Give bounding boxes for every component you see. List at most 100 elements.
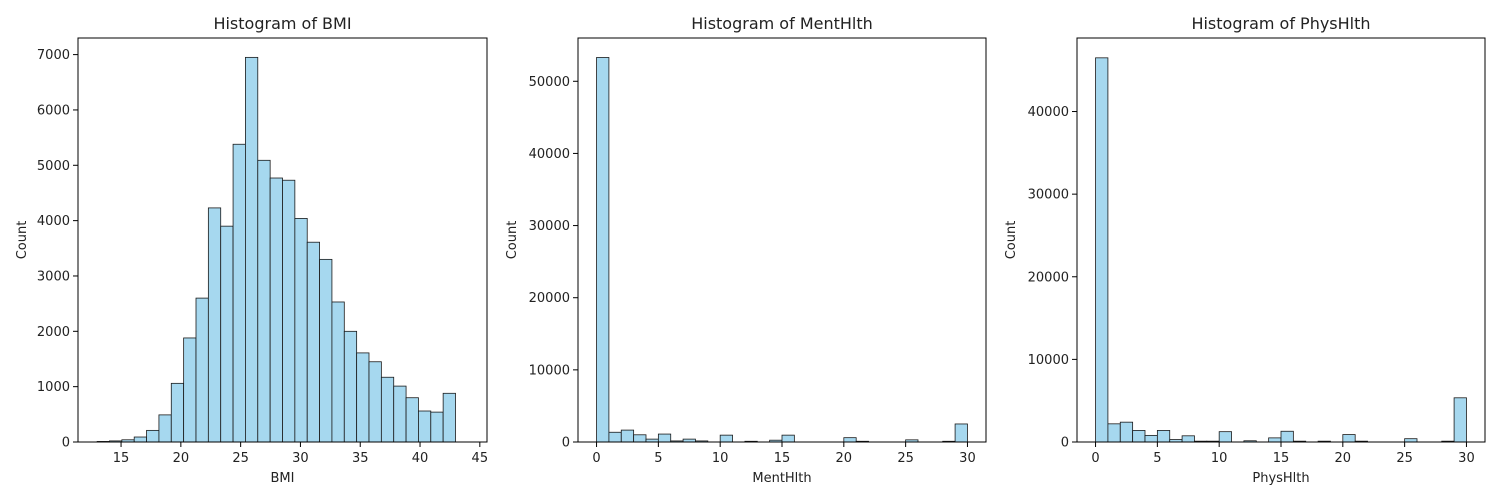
histogram-bar xyxy=(170,382,185,443)
y-tick-label: 0 xyxy=(1061,436,1069,451)
y-tick-label: 30000 xyxy=(1028,188,1069,203)
y-tick-label: 3000 xyxy=(37,269,70,284)
histogram-bar xyxy=(220,225,234,443)
y-tick-label: 0 xyxy=(62,436,70,451)
menthlth-histogram-panel: Histogram of MentHlth MentHlth Count 0 5 1… xyxy=(505,14,987,486)
x-tick-label: 10 xyxy=(712,451,729,466)
histogram-bar xyxy=(306,241,320,443)
x-tick-label: 30 xyxy=(1458,451,1475,466)
histogram-bar xyxy=(133,436,147,443)
y-tick-label: 20000 xyxy=(529,291,570,306)
histogram-bar xyxy=(1268,437,1282,443)
y-tick-label: 30000 xyxy=(529,219,570,234)
x-tick-label: 0 xyxy=(592,451,600,466)
y-tick-label: 5000 xyxy=(37,159,70,174)
histogram-bar xyxy=(608,431,622,443)
x-tick-label: 40 xyxy=(412,451,429,466)
chart-title: Histogram of MentHlth xyxy=(691,14,873,33)
histogram-bar xyxy=(257,159,271,443)
histogram-bar xyxy=(1119,421,1134,443)
y-tick-label: 20000 xyxy=(1028,270,1069,285)
histogram-bar xyxy=(954,423,968,443)
y-tick-label: 10000 xyxy=(1028,353,1069,368)
x-tick-label: 20 xyxy=(836,451,853,466)
histogram-bar xyxy=(719,434,733,443)
y-tick-label: 2000 xyxy=(37,325,70,340)
histogram-bar xyxy=(368,361,382,443)
y-tick-label: 4000 xyxy=(37,214,70,229)
plot-frame xyxy=(77,37,488,443)
histogram-bar xyxy=(282,179,296,443)
y-axis-label: Count xyxy=(15,221,30,260)
histogram-bar xyxy=(1181,435,1195,443)
histogram-bar xyxy=(331,301,345,443)
x-axis-label: BMI xyxy=(271,471,295,486)
histogram-bar xyxy=(294,218,308,443)
y-tick-label: 40000 xyxy=(529,147,570,162)
histogram-bar xyxy=(232,143,246,443)
x-tick-label: 25 xyxy=(232,451,249,466)
histogram-bar xyxy=(1095,57,1109,443)
histogram-bar xyxy=(1107,423,1121,443)
y-tick-label: 6000 xyxy=(37,103,70,118)
histogram-bar xyxy=(633,434,647,443)
physhlth-histogram-panel: Histogram of PhysHlth PhysHlth Count 0 5 1… xyxy=(1004,14,1486,486)
x-tick-label: 25 xyxy=(897,451,914,466)
y-tick-label: 0 xyxy=(562,436,570,451)
y-tick-label: 40000 xyxy=(1028,105,1069,120)
histogram-bar xyxy=(620,429,635,443)
bmi-histogram-panel: Histogram of BMI BMI Count 15 20 25 30 35 40 4… xyxy=(15,14,488,486)
x-tick-label: 35 xyxy=(352,451,369,466)
histogram-bar xyxy=(319,258,333,443)
x-axis-label: MentHlth xyxy=(752,471,811,486)
y-tick-label: 50000 xyxy=(529,75,570,90)
histogram-bar xyxy=(418,410,432,443)
histogram-bar xyxy=(1280,430,1294,443)
x-tick-label: 0 xyxy=(1091,451,1099,466)
chart-title: Histogram of BMI xyxy=(213,14,351,33)
x-tick-label: 25 xyxy=(1396,451,1413,466)
plot-frame xyxy=(1076,37,1486,443)
y-tick-label: 1000 xyxy=(37,380,70,395)
histogram-bar xyxy=(393,385,407,443)
histogram-bar xyxy=(183,337,197,443)
x-tick-label: 45 xyxy=(472,451,489,466)
y-axis-label: Count xyxy=(1004,221,1019,260)
histogram-bar xyxy=(442,392,456,443)
histogram-bar xyxy=(207,207,222,443)
x-tick-label: 15 xyxy=(113,451,130,466)
histogram-bar xyxy=(1453,397,1467,443)
x-tick-label: 20 xyxy=(173,451,190,466)
y-tick-label: 10000 xyxy=(529,363,570,378)
x-tick-label: 10 xyxy=(1211,451,1228,466)
x-tick-label: 30 xyxy=(292,451,309,466)
histogram-bar xyxy=(146,429,160,443)
histogram-bar xyxy=(245,56,259,443)
x-tick-label: 15 xyxy=(1273,451,1290,466)
y-tick-label: 7000 xyxy=(37,48,70,63)
histogram-bar xyxy=(356,352,370,443)
histogram-bar xyxy=(843,437,857,443)
histogram-bar xyxy=(343,330,358,443)
histogram-bar xyxy=(430,411,444,443)
histogram-bar xyxy=(1218,431,1232,443)
histogram-bar xyxy=(405,397,419,443)
x-tick-label: 5 xyxy=(1153,451,1161,466)
chart-title: Histogram of PhysHlth xyxy=(1191,14,1370,33)
x-tick-label: 15 xyxy=(774,451,791,466)
histogram-bar xyxy=(1144,434,1158,443)
histogram-bar xyxy=(158,414,172,443)
histogram-bar xyxy=(596,57,610,443)
x-tick-label: 20 xyxy=(1335,451,1352,466)
histogram-bar xyxy=(269,177,283,443)
histogram-bar xyxy=(657,433,672,443)
histogram-bar xyxy=(380,376,395,443)
histogram-bar xyxy=(1156,430,1171,443)
x-tick-label: 30 xyxy=(959,451,976,466)
plot-frame xyxy=(577,37,987,443)
histogram-bar xyxy=(1342,434,1356,443)
histogram-bar xyxy=(1132,430,1146,443)
histogram-bar xyxy=(781,434,795,443)
y-axis-label: Count xyxy=(505,221,520,260)
